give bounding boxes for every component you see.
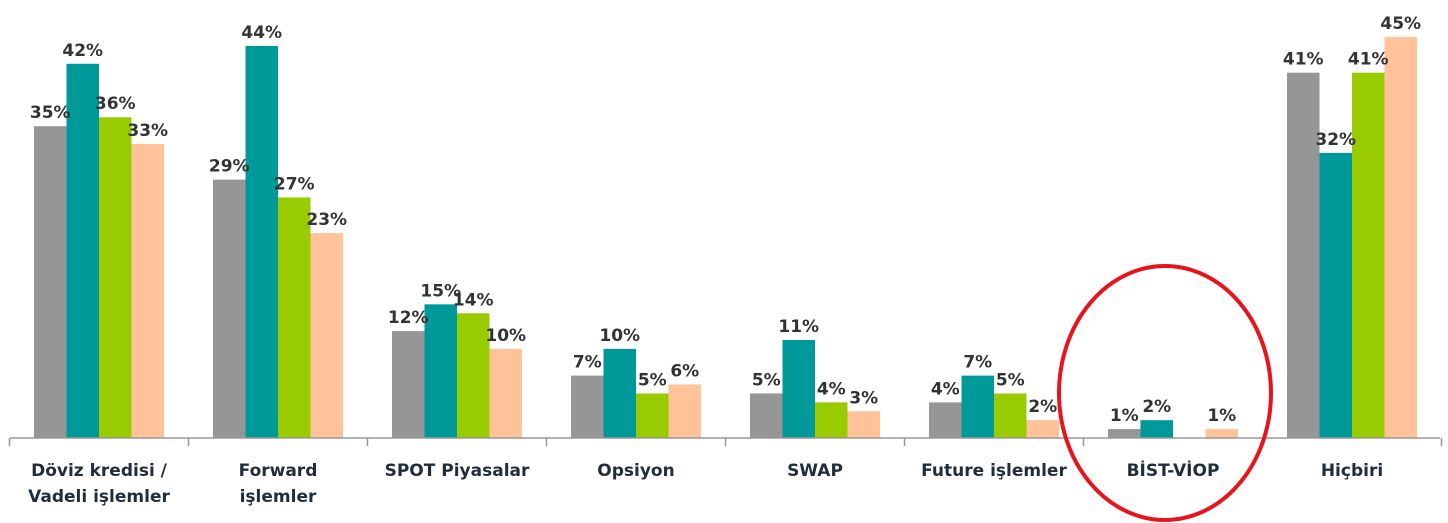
x-tick-label: Hiçbiri bbox=[1321, 461, 1383, 481]
x-tick-label: SPOT Piyasalar bbox=[385, 461, 530, 481]
data-label: 1% bbox=[1110, 406, 1139, 426]
bar bbox=[636, 393, 669, 438]
bar bbox=[603, 348, 636, 438]
x-tick-label: Future işlemler bbox=[921, 461, 1067, 481]
highlight-circle bbox=[1057, 264, 1273, 522]
data-label: 3% bbox=[849, 388, 878, 408]
data-label: 29% bbox=[209, 157, 250, 177]
data-label: 1% bbox=[1207, 406, 1236, 426]
data-label: 12% bbox=[388, 308, 429, 328]
x-tick-label: Opsiyon bbox=[597, 461, 674, 481]
bar bbox=[131, 143, 164, 438]
bar bbox=[1140, 420, 1173, 438]
data-label: 5% bbox=[752, 370, 781, 390]
bar bbox=[961, 375, 994, 438]
bar bbox=[213, 179, 246, 439]
data-label: 41% bbox=[1348, 50, 1389, 70]
bar bbox=[1352, 72, 1385, 438]
bar bbox=[1026, 420, 1059, 438]
bar bbox=[34, 126, 67, 439]
data-label: 5% bbox=[996, 370, 1025, 390]
bar bbox=[815, 402, 848, 438]
bar bbox=[1287, 72, 1320, 438]
bar bbox=[847, 411, 880, 438]
x-tick-label: SWAP bbox=[787, 461, 843, 481]
data-label: 27% bbox=[274, 174, 315, 194]
data-label: 41% bbox=[1283, 50, 1324, 70]
data-label: 7% bbox=[573, 353, 602, 373]
x-tick-label: işlemler bbox=[240, 487, 317, 507]
x-tick-label: Forward bbox=[239, 461, 318, 481]
data-label: 32% bbox=[1315, 130, 1356, 150]
data-label: 11% bbox=[778, 317, 819, 337]
data-label: 33% bbox=[127, 121, 168, 141]
data-label: 2% bbox=[1028, 397, 1057, 417]
bar bbox=[310, 233, 343, 438]
bar bbox=[1319, 152, 1352, 438]
bar bbox=[245, 45, 278, 439]
data-label: 5% bbox=[638, 370, 667, 390]
data-label: 44% bbox=[241, 23, 282, 43]
data-label: 6% bbox=[670, 362, 699, 382]
data-label: 45% bbox=[1380, 14, 1421, 34]
bar bbox=[929, 402, 962, 438]
data-label: 2% bbox=[1142, 397, 1171, 417]
bar bbox=[392, 331, 425, 438]
data-label: 14% bbox=[453, 290, 494, 310]
data-label: 4% bbox=[817, 379, 846, 399]
data-label: 35% bbox=[30, 103, 71, 123]
bar bbox=[489, 348, 522, 438]
x-tick-label: Döviz kredisi / bbox=[31, 461, 168, 481]
bar bbox=[750, 393, 783, 438]
bar bbox=[1108, 429, 1141, 438]
bar bbox=[1384, 37, 1417, 439]
data-label: 7% bbox=[963, 353, 992, 373]
bar bbox=[457, 313, 490, 438]
data-label: 10% bbox=[599, 326, 640, 346]
data-label: 4% bbox=[931, 379, 960, 399]
data-label: 36% bbox=[95, 94, 136, 114]
bar bbox=[1205, 429, 1238, 438]
data-label: 42% bbox=[62, 41, 103, 61]
data-label: 10% bbox=[485, 326, 526, 346]
bar bbox=[278, 197, 311, 438]
x-tick-label: Vadeli işlemler bbox=[28, 487, 170, 507]
bar bbox=[571, 375, 604, 438]
bar bbox=[99, 117, 132, 439]
x-tick-label: BİST-VİOP bbox=[1127, 459, 1220, 481]
bar bbox=[424, 304, 457, 438]
bar bbox=[66, 63, 99, 438]
bar bbox=[668, 384, 701, 438]
bar bbox=[994, 393, 1027, 438]
data-label: 23% bbox=[306, 210, 347, 230]
data-label: 15% bbox=[420, 281, 461, 301]
bar bbox=[782, 339, 815, 438]
